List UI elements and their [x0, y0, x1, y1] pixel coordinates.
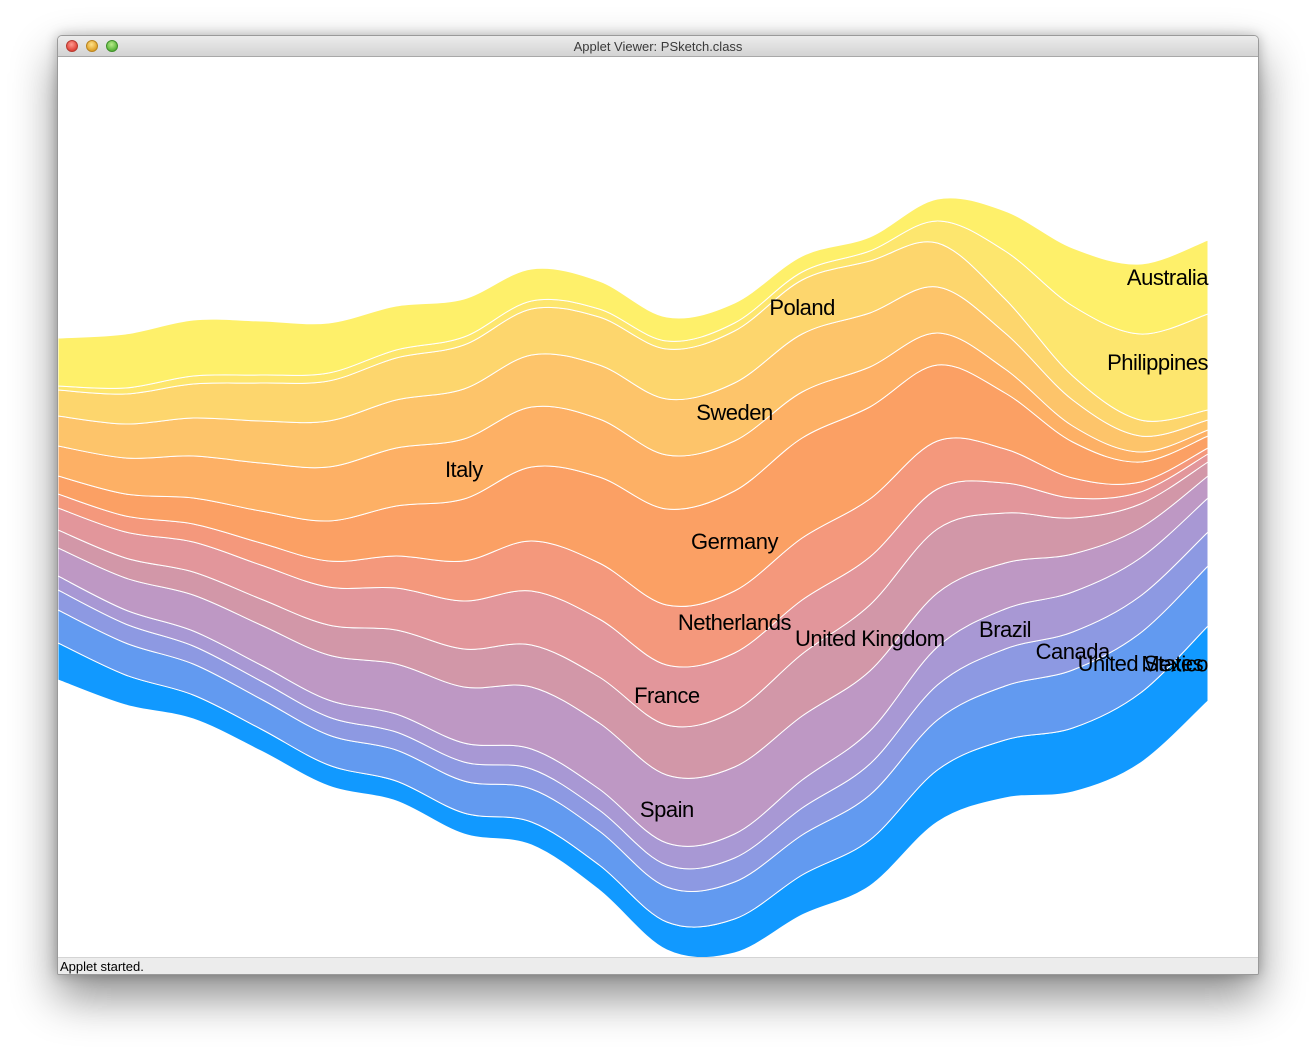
label-france: France [634, 683, 700, 708]
label-canada: Canada [1036, 639, 1111, 664]
close-window-button[interactable] [66, 40, 78, 52]
label-australia: Australia [1127, 265, 1209, 290]
window-title: Applet Viewer: PSketch.class [573, 39, 743, 54]
applet-canvas[interactable]: Australia Poland Sweden Italy Germany Philipp… [58, 57, 1258, 957]
label-spain: Spain [640, 797, 694, 822]
label-sweden: Sweden [696, 400, 773, 425]
label-united-states: United States [1078, 651, 1204, 676]
label-mexico: Mexico [1141, 652, 1208, 677]
minimize-window-button[interactable] [86, 40, 98, 52]
label-netherlands: Netherlands [678, 610, 792, 635]
label-brazil: Brazil [979, 617, 1031, 642]
zoom-window-button[interactable] [106, 40, 118, 52]
label-poland: Poland [769, 295, 835, 320]
label-philippines: Philippines [1107, 350, 1208, 375]
title-bar[interactable]: Applet Viewer: PSketch.class [58, 36, 1258, 57]
status-bar: Applet started. [58, 957, 1258, 974]
stream-layer-australia [58, 197, 1209, 389]
status-text: Applet started. [60, 959, 144, 974]
applet-window: Applet Viewer: PSketch.class Australia Po… [57, 35, 1259, 975]
label-italy: Italy [445, 457, 483, 482]
streamgraph-layers [58, 197, 1209, 957]
streamgraph-labels: Australia Poland Sweden Italy Germany Philipp… [445, 265, 1210, 822]
label-germany: Germany [691, 529, 778, 554]
label-united-kingdom: United Kingdom [795, 626, 945, 651]
streamgraph-chart: Australia Poland Sweden Italy Germany Philipp… [58, 197, 1210, 957]
